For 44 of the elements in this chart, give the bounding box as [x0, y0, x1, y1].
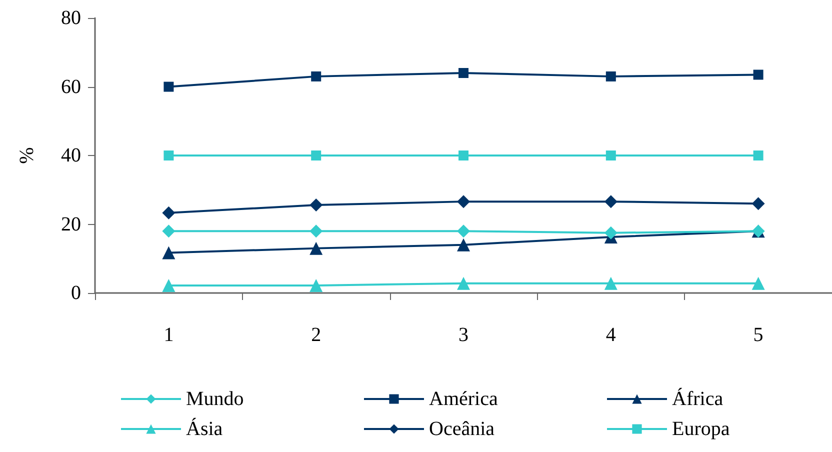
y-axis-title: %	[16, 147, 38, 164]
point	[310, 278, 323, 292]
point	[164, 150, 174, 160]
point	[310, 198, 323, 212]
point	[164, 82, 174, 92]
legend-label: África	[672, 387, 724, 410]
legend-label: América	[429, 388, 498, 410]
point	[162, 278, 176, 292]
point	[604, 195, 618, 208]
x-tick-label: 1	[164, 324, 174, 346]
y-tick-label: 80	[61, 7, 81, 29]
point	[310, 242, 323, 255]
x-tick-label: 3	[458, 324, 468, 346]
point	[606, 71, 616, 82]
point	[752, 276, 765, 290]
point	[604, 226, 618, 240]
point	[458, 68, 468, 78]
point	[753, 150, 764, 160]
point	[457, 276, 470, 290]
point	[162, 206, 176, 220]
point	[457, 224, 470, 238]
legend-label: Ásia	[186, 417, 223, 440]
point	[162, 224, 176, 238]
point	[457, 238, 470, 252]
legend-label: Europa	[672, 418, 730, 440]
point	[606, 150, 616, 160]
legend-label: Mundo	[186, 388, 244, 410]
point	[311, 150, 322, 160]
y-tick-label: 40	[61, 144, 81, 166]
y-tick-label: 20	[61, 213, 81, 236]
point	[752, 197, 765, 210]
point	[604, 276, 618, 290]
y-tick-label: 0	[71, 282, 81, 304]
y-tick-label: 60	[61, 76, 81, 98]
point	[458, 150, 468, 160]
point	[310, 224, 323, 238]
x-tick-label: 2	[311, 324, 322, 346]
point	[162, 246, 176, 260]
point	[311, 71, 322, 82]
point	[753, 70, 764, 80]
legend-label: Oceânia	[429, 418, 495, 440]
point	[457, 195, 470, 208]
x-tick-label: 5	[753, 324, 764, 346]
x-tick-label: 4	[606, 324, 616, 346]
